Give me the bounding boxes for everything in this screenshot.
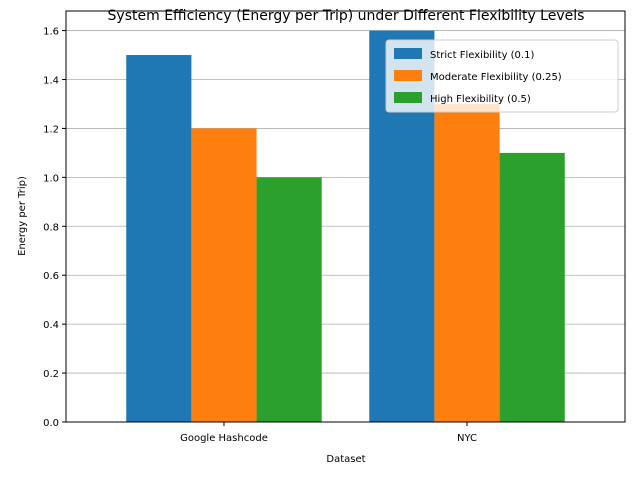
- legend: Strict Flexibility (0.1) Moderate Flexibi…: [385, 39, 619, 113]
- y-axis: 0.0 0.2 0.4 0.6 0.8 1.0 1.2 1.4 1.6: [43, 27, 66, 429]
- x-tick-label: Google Hashcode: [180, 433, 268, 444]
- y-tick-label: 0.4: [43, 320, 59, 331]
- legend-label: Strict Flexibility (0.1): [430, 50, 534, 61]
- legend-label: Moderate Flexibility (0.25): [430, 72, 562, 83]
- bars: [126, 30, 565, 423]
- chart-title: System Efficiency (Energy per Trip) unde…: [108, 8, 585, 24]
- y-axis-label: Energy per Trip): [17, 176, 28, 256]
- bar: [256, 177, 322, 422]
- y-tick-label: 0.6: [43, 271, 59, 282]
- plot-frame: [65, 10, 626, 423]
- x-axis-label: Dataset: [326, 454, 365, 465]
- y-tick-label: 0.8: [43, 222, 59, 233]
- bar: [434, 103, 500, 422]
- bar: [126, 55, 192, 423]
- legend-swatch: [394, 48, 422, 59]
- legend-label: High Flexibility (0.5): [430, 94, 531, 105]
- bar: [191, 128, 257, 422]
- legend-swatch: [394, 70, 422, 81]
- legend-box: [385, 39, 619, 113]
- x-axis: Google Hashcode NYC: [180, 422, 477, 444]
- y-tick-label: 0.2: [43, 369, 59, 380]
- y-tick-label: 0.0: [43, 418, 59, 429]
- y-tick-label: 1.2: [43, 124, 59, 135]
- legend-swatch: [394, 92, 422, 103]
- y-tick-label: 1.0: [43, 173, 59, 184]
- y-tick-label: 1.4: [43, 76, 59, 87]
- bar: [499, 152, 565, 422]
- y-tick-label: 1.6: [43, 27, 59, 38]
- x-tick-label: NYC: [457, 433, 477, 444]
